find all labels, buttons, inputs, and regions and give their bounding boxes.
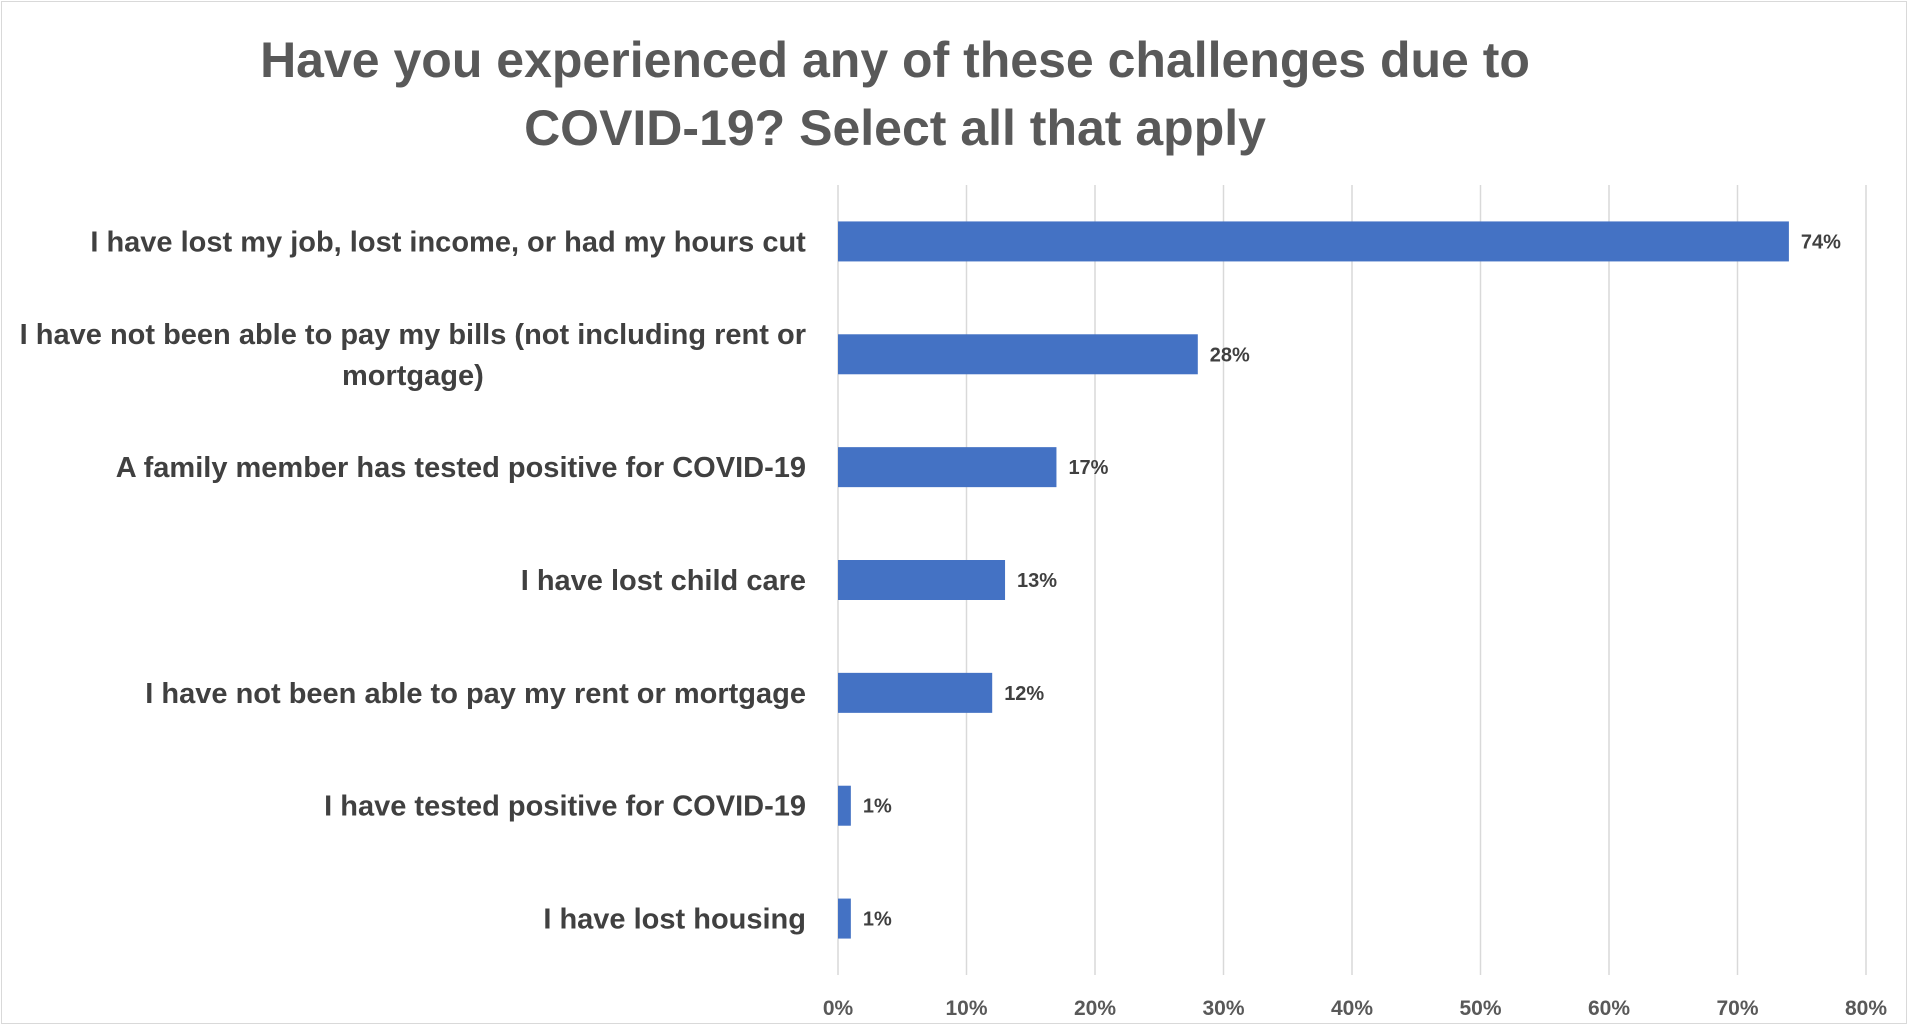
x-tick-label: 20% xyxy=(1074,997,1116,1020)
category-labels: I have lost my job, lost income, or had … xyxy=(20,226,806,935)
data-label: 1% xyxy=(863,796,892,818)
x-tick-label: 60% xyxy=(1588,997,1630,1020)
bar xyxy=(838,785,851,826)
data-label: 17% xyxy=(1068,457,1108,479)
category-label-line: I have lost housing xyxy=(543,904,806,936)
data-label: 1% xyxy=(863,909,892,931)
category-label: I have tested positive for COVID-19 xyxy=(324,791,806,823)
x-tick-label: 80% xyxy=(1845,997,1887,1020)
category-label-line: mortgage) xyxy=(342,360,484,392)
category-label-line: I have not been able to pay my rent or m… xyxy=(145,678,806,710)
bar xyxy=(838,898,851,939)
category-label: I have not been able to pay my rent or m… xyxy=(145,678,806,710)
x-tick-label: 70% xyxy=(1716,997,1758,1020)
chart-title: Have you experienced any of these challe… xyxy=(260,32,1530,156)
x-tick-label: 0% xyxy=(823,997,854,1020)
x-axis-ticks: 0% 10% 20% 30% 40% 50% 60% 70% 80% xyxy=(823,997,1888,1020)
category-label: A family member has tested positive for … xyxy=(116,452,806,484)
category-label-line: I have lost child care xyxy=(521,565,806,597)
category-label-line: A family member has tested positive for … xyxy=(116,452,806,484)
data-label: 13% xyxy=(1017,570,1057,592)
x-tick-label: 30% xyxy=(1202,997,1244,1020)
category-label: I have not been able to pay my bills (no… xyxy=(20,319,806,392)
x-tick-label: 10% xyxy=(945,997,987,1020)
category-label: I have lost housing xyxy=(543,904,806,936)
data-label: 28% xyxy=(1210,344,1250,366)
bar xyxy=(838,447,1057,488)
data-label: 74% xyxy=(1801,231,1841,253)
x-tick-label: 40% xyxy=(1331,997,1373,1020)
data-label: 12% xyxy=(1004,683,1044,705)
gridlines xyxy=(837,185,1867,975)
bar xyxy=(838,672,993,713)
category-label: I have lost my job, lost income, or had … xyxy=(90,226,806,258)
category-label: I have lost child care xyxy=(521,565,806,597)
bars: 74% 28% 17% 13% 12% 1% 1% xyxy=(838,221,1841,939)
bar xyxy=(838,334,1198,375)
bar xyxy=(838,221,1789,262)
category-label-line: I have tested positive for COVID-19 xyxy=(324,791,806,823)
category-label-line: I have not been able to pay my bills (no… xyxy=(20,319,806,351)
bar xyxy=(838,560,1006,600)
x-tick-label: 50% xyxy=(1459,997,1501,1020)
category-label-line: I have lost my job, lost income, or had … xyxy=(90,226,806,258)
